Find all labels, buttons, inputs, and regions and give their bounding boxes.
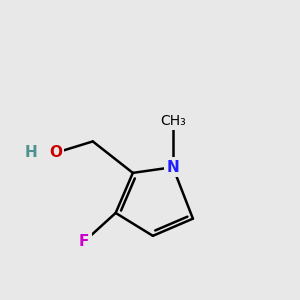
Text: CH₃: CH₃ [160,114,186,128]
Text: N: N [167,160,179,175]
Text: O: O [49,146,62,160]
Text: F: F [79,234,89,249]
Text: H: H [25,146,38,160]
